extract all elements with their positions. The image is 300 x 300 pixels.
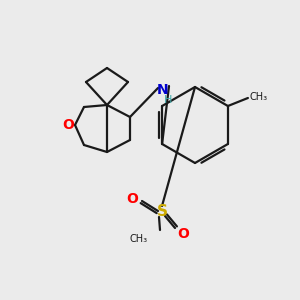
Text: O: O (62, 118, 74, 132)
Text: N: N (157, 83, 169, 97)
Text: CH₃: CH₃ (130, 234, 148, 244)
Text: H: H (164, 95, 172, 105)
Text: O: O (126, 192, 138, 206)
Text: CH₃: CH₃ (250, 92, 268, 102)
Text: S: S (157, 205, 167, 220)
Text: O: O (177, 227, 189, 241)
